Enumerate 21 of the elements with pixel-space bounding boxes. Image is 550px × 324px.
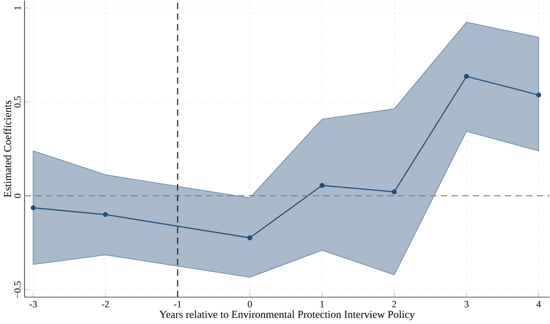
y-tick-label: 0.5 [14, 96, 21, 108]
x-tick-label: 1 [320, 301, 324, 308]
y-tick-label: −0.5 [14, 281, 21, 298]
x-tick-label: 4 [536, 301, 541, 308]
x-axis-title: Years relative to Environmental Protection Interview Policy [159, 310, 415, 320]
x-tick-label: -3 [30, 301, 37, 308]
point [536, 92, 542, 98]
point [320, 183, 325, 188]
x-tick-label: 0 [248, 301, 252, 308]
point [102, 212, 108, 218]
x-tick-label: -1 [174, 301, 182, 308]
point [247, 236, 252, 240]
y-tick-label: 1 [14, 6, 21, 10]
y-axis-title: Estimated Coefficients [4, 100, 12, 198]
x-tick-label: -2 [102, 301, 109, 308]
x-tick-label: 2 [392, 301, 396, 308]
x-tick-label: 3 [464, 301, 469, 308]
point [30, 205, 36, 210]
y-tick-label: 0 [14, 194, 21, 198]
point [392, 190, 397, 194]
point [464, 74, 469, 79]
